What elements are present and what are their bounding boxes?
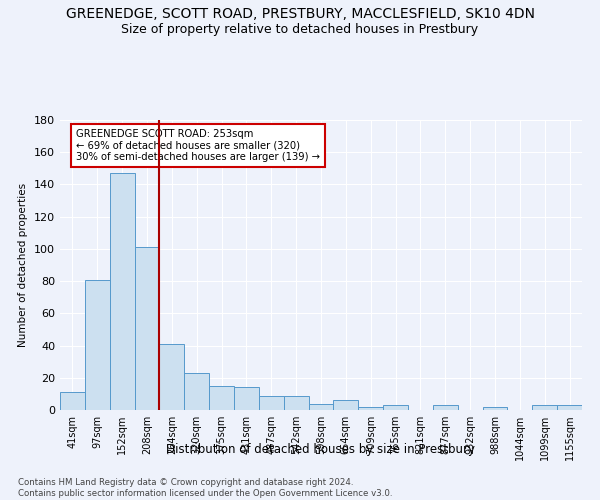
Bar: [234, 388, 259, 410]
Bar: [160, 344, 184, 410]
Bar: [184, 373, 209, 410]
Bar: [60, 392, 85, 410]
Bar: [532, 405, 557, 410]
Bar: [110, 173, 134, 410]
Bar: [259, 396, 284, 410]
Text: GREENEDGE SCOTT ROAD: 253sqm
← 69% of detached houses are smaller (320)
30% of s: GREENEDGE SCOTT ROAD: 253sqm ← 69% of de…: [76, 128, 320, 162]
Bar: [433, 405, 458, 410]
Bar: [334, 400, 358, 410]
Bar: [308, 404, 334, 410]
Text: Contains HM Land Registry data © Crown copyright and database right 2024.
Contai: Contains HM Land Registry data © Crown c…: [18, 478, 392, 498]
Text: Distribution of detached houses by size in Prestbury: Distribution of detached houses by size …: [167, 442, 476, 456]
Bar: [557, 405, 582, 410]
Text: GREENEDGE, SCOTT ROAD, PRESTBURY, MACCLESFIELD, SK10 4DN: GREENEDGE, SCOTT ROAD, PRESTBURY, MACCLE…: [65, 8, 535, 22]
Bar: [85, 280, 110, 410]
Bar: [383, 405, 408, 410]
Bar: [134, 248, 160, 410]
Bar: [209, 386, 234, 410]
Text: Size of property relative to detached houses in Prestbury: Size of property relative to detached ho…: [121, 22, 479, 36]
Bar: [482, 407, 508, 410]
Y-axis label: Number of detached properties: Number of detached properties: [19, 183, 28, 347]
Bar: [358, 407, 383, 410]
Bar: [284, 396, 308, 410]
